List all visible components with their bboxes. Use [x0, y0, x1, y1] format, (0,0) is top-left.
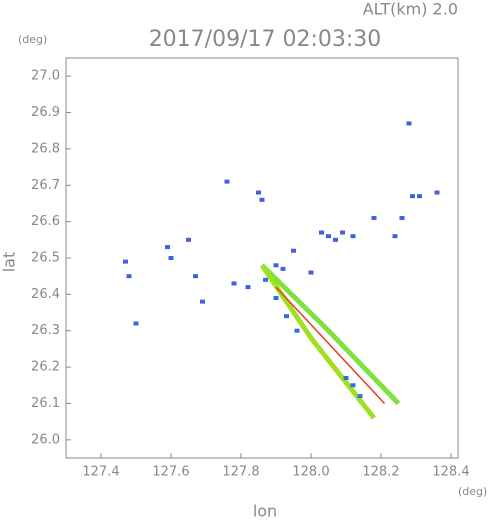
echo-point: [371, 216, 377, 220]
y-tick-label: 26.9: [31, 105, 60, 120]
x-axis-label: lon: [253, 502, 277, 521]
echo-point: [350, 234, 356, 239]
echo-point: [168, 256, 174, 260]
y-tick-label: 26.6: [31, 214, 60, 229]
plot-frame: [65, 57, 459, 459]
echo-point: [434, 190, 440, 195]
echo-point: [193, 274, 198, 279]
echo-point: [231, 281, 237, 286]
echo-point: [294, 328, 300, 333]
echo-point: [259, 197, 265, 202]
echo-point: [165, 245, 170, 250]
echo-point: [392, 234, 398, 239]
y-unit: (deg): [18, 33, 47, 46]
echo-point: [350, 383, 356, 388]
echo-point: [399, 216, 405, 220]
echo-point: [273, 296, 279, 300]
chart-title: 2017/09/17 02:03:30: [149, 27, 382, 52]
y-tick-label: 26.8: [31, 141, 60, 156]
echo-point: [245, 285, 251, 290]
echo-point: [417, 194, 422, 199]
y-tick-label: 27.0: [31, 69, 60, 84]
echo-point: [410, 194, 415, 199]
echo-point: [406, 121, 412, 126]
echo-point: [280, 266, 286, 271]
echo-point: [200, 299, 205, 304]
echo-point: [126, 274, 132, 279]
echo-point: [256, 190, 261, 195]
echo-point: [343, 376, 349, 380]
echo-point: [291, 248, 296, 253]
x-tick-label: 128.0: [292, 465, 329, 480]
y-tick-label: 26.3: [31, 323, 60, 338]
echo-band: [275, 286, 386, 404]
x-unit: (deg): [458, 485, 487, 498]
x-tick-label: 128.4: [432, 465, 469, 480]
echo-point: [284, 314, 289, 319]
echo-point: [186, 237, 191, 242]
echo-point: [319, 230, 324, 235]
x-tick-label: 127.6: [152, 465, 189, 480]
altitude-label: ALT(km) 2.0: [363, 0, 458, 19]
y-tick-label: 26.5: [31, 251, 60, 266]
echo-band: [259, 263, 376, 420]
y-tick-label: 26.1: [31, 396, 60, 411]
echo-point: [133, 321, 139, 326]
y-axis-label: lat: [0, 252, 19, 273]
y-tick-label: 26.7: [31, 178, 60, 193]
echo-point: [333, 237, 338, 242]
y-tick-label: 26.0: [31, 432, 60, 447]
echo-point: [123, 259, 128, 264]
x-tick-label: 127.4: [82, 465, 119, 480]
echo-point: [263, 277, 268, 282]
echo-point: [357, 394, 363, 399]
echo-point: [224, 179, 230, 184]
x-tick-label: 128.2: [362, 465, 399, 480]
y-tick-label: 26.2: [31, 360, 60, 375]
x-tick-label: 127.8: [222, 465, 259, 480]
echo-point: [273, 263, 279, 268]
echo-point: [326, 234, 331, 239]
y-tick-label: 26.4: [31, 287, 60, 302]
echo-band: [260, 263, 401, 406]
echo-point: [308, 270, 314, 275]
echo-point: [340, 230, 345, 235]
